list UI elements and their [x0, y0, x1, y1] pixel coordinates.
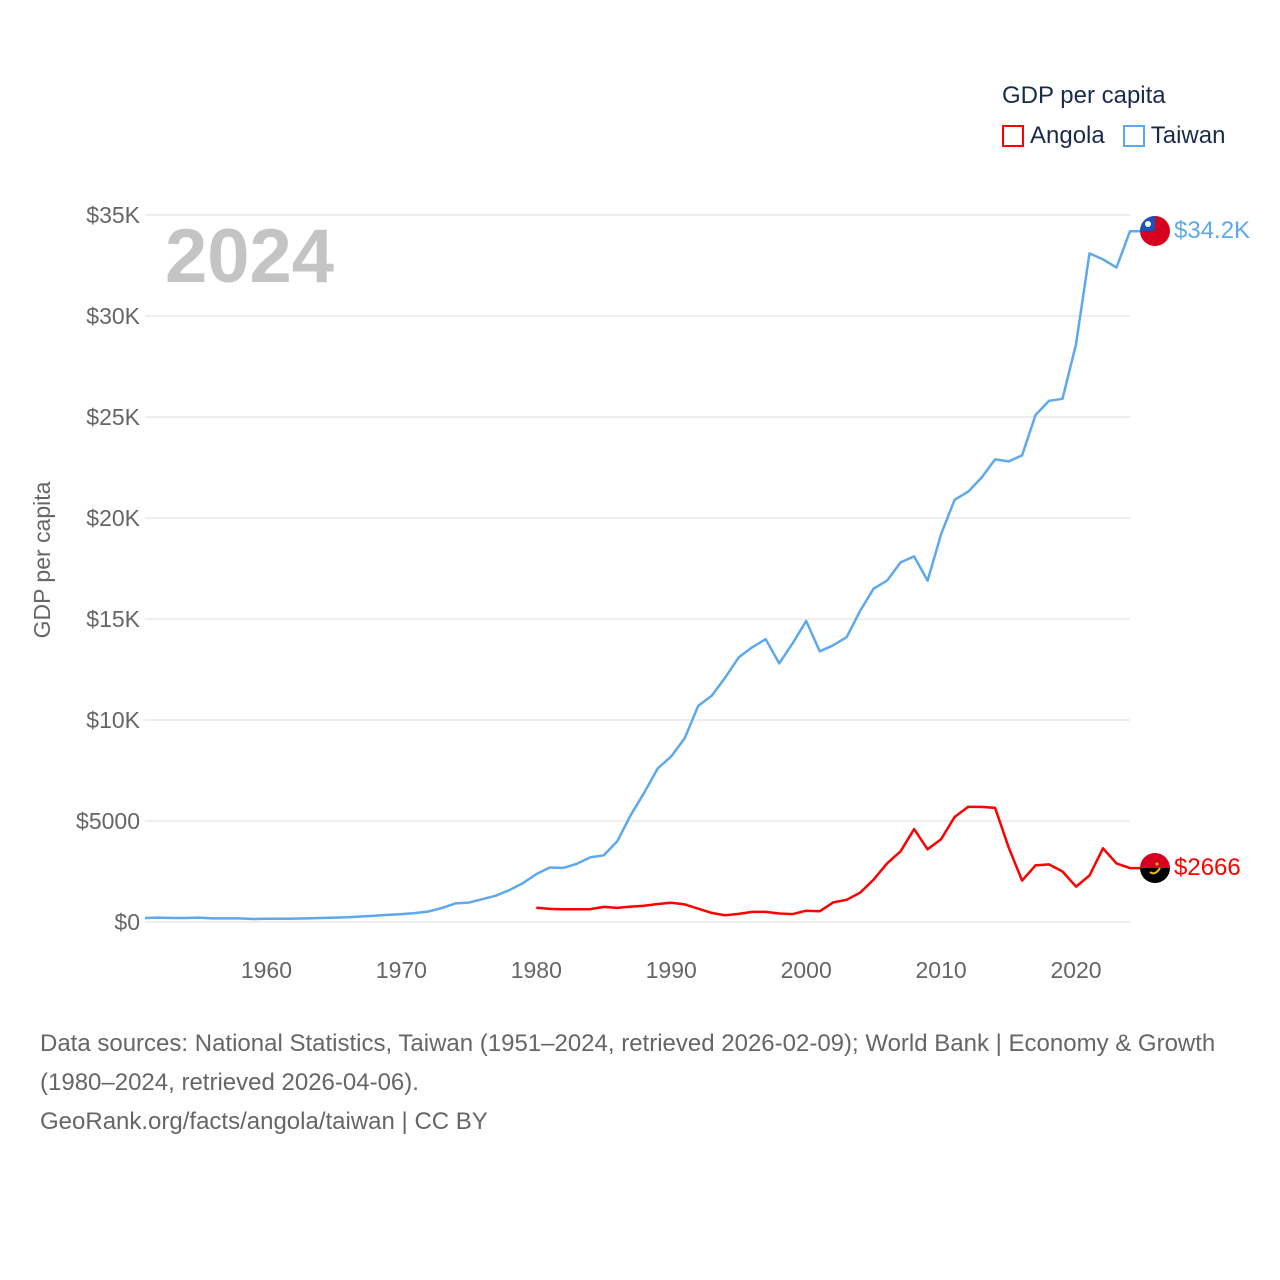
x-tick-label: 2000 — [781, 957, 832, 983]
source-link[interactable]: GeoRank.org/facts/angola/taiwan | CC BY — [40, 1108, 488, 1135]
y-tick-label: $10K — [86, 707, 140, 733]
y-tick-label: $20K — [86, 505, 140, 531]
legend-item-angola[interactable]: Angola — [1002, 122, 1105, 150]
year-watermark: 2024 — [165, 214, 334, 299]
x-tick-label: 2010 — [916, 957, 967, 983]
legend-item-taiwan[interactable]: Taiwan — [1122, 122, 1226, 150]
legend: Angola Taiwan — [1002, 122, 1225, 150]
legend-label-taiwan: Taiwan — [1150, 122, 1226, 149]
y-tick-label: $0 — [114, 909, 140, 935]
series-line-angola — [536, 805, 1140, 917]
y-tick-label: $5000 — [76, 808, 140, 834]
y-tick-label: $15K — [86, 606, 140, 632]
legend-swatch-angola — [1002, 125, 1024, 147]
legend-label-angola: Angola — [1030, 122, 1105, 149]
x-tick-label: 1960 — [241, 957, 292, 983]
chart: $0 $5000 $10K $15K $20K $25K $30K $35K 1960 1970 1… — [29, 202, 1250, 983]
x-tick-label: 1990 — [646, 957, 697, 983]
x-tick-label: 1980 — [511, 957, 562, 983]
taiwan-flag-icon — [1140, 216, 1170, 246]
x-tick-label: 2020 — [1050, 957, 1101, 983]
angola-flag-icon — [1140, 853, 1170, 883]
y-tick-label: $35K — [86, 202, 140, 228]
y-tick-label: $25K — [86, 404, 140, 430]
legend-title: GDP per capita — [1002, 82, 1166, 109]
series-line-taiwan — [144, 229, 1140, 921]
y-axis-label: GDP per capita — [29, 481, 55, 638]
footer: Data sources: National Statistics, Taiwa… — [40, 1024, 1240, 1141]
legend-swatch-taiwan — [1122, 125, 1145, 147]
x-tick-label: 1970 — [376, 957, 427, 983]
taiwan-end-label: $34.2K — [1174, 217, 1250, 244]
y-tick-label: $30K — [86, 303, 140, 329]
data-sources: Data sources: National Statistics, Taiwa… — [40, 1030, 1216, 1096]
angola-end-label: $2666 — [1174, 854, 1241, 881]
